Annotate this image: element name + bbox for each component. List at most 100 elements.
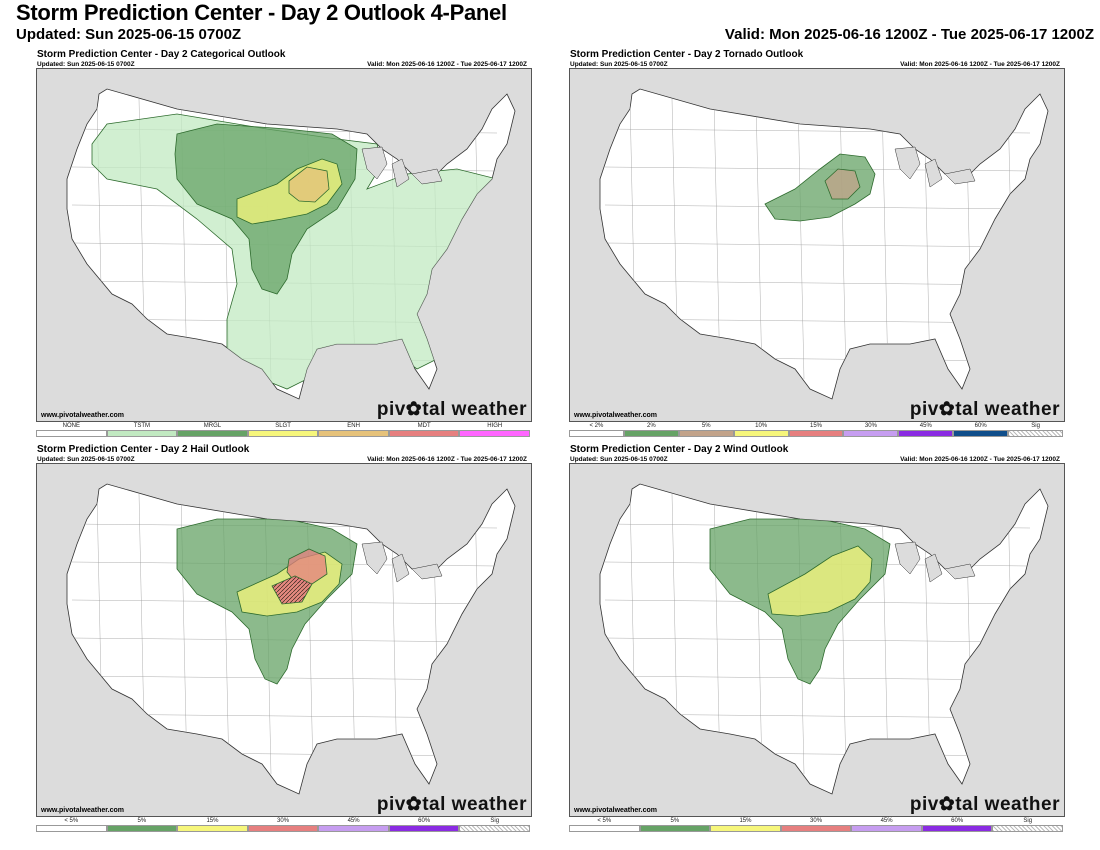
legend-label: 2% [647,423,656,429]
legend-item: 45% [851,818,922,832]
legend-label: 45% [919,423,932,429]
brand-logo: piv✿tal weather [376,794,527,815]
legend-swatch [843,430,899,437]
great-lakes [894,146,976,188]
legend-item: Sig [1008,423,1064,437]
legend-swatch [177,430,248,437]
legend-swatch [953,430,1009,437]
legend-item: MDT [388,423,460,437]
panel-valid: Valid: Mon 2025-06-16 1200Z - Tue 2025-0… [367,61,527,68]
legend-item: 15% [788,423,844,437]
map-svg [37,69,531,421]
legend-swatch [1008,430,1064,437]
legend-swatch [639,825,711,832]
legend-label: 15% [739,818,752,824]
legend-label: NONE [62,423,80,429]
site-url: www.pivotalweather.com [41,412,124,419]
outlook-map[interactable]: www.pivotalweather.com piv✿tal weather [569,68,1065,422]
legend-swatch [247,825,319,832]
legend-swatch [36,825,107,832]
legend-label: 60% [418,818,431,824]
legend-item: SLGT [247,423,319,437]
panel-categorical: Storm Prediction Center - Day 2 Categori… [33,49,533,439]
legend-label: Sig [1031,423,1040,429]
legend-swatch [898,430,954,437]
legend-item: 15% [710,818,781,832]
legend-label: 15% [206,818,219,824]
legend-swatch [247,430,319,437]
legend-item: 30% [843,423,899,437]
site-url: www.pivotalweather.com [574,412,657,419]
map-svg [37,464,531,816]
legend-label: 60% [951,818,964,824]
legend-item: 10% [733,423,789,437]
panel-updated: Updated: Sun 2025-06-15 0700Z [570,61,668,68]
legend-swatch [388,825,460,832]
legend-item: 5% [106,818,178,832]
brand-logo: piv✿tal weather [376,399,527,420]
legend-swatch [318,825,389,832]
panel-title: Storm Prediction Center - Day 2 Categori… [37,49,286,60]
panel-title: Storm Prediction Center - Day 2 Hail Out… [37,444,250,455]
legend-label: < 5% [64,818,79,824]
legend-label: SLGT [275,423,291,429]
legend-swatch [788,430,844,437]
legend-swatch [992,825,1064,832]
great-lakes [894,541,976,583]
legend-label: 30% [277,818,290,824]
legend-swatch [318,430,389,437]
legend-label: 10% [755,423,768,429]
panel-hail: Storm Prediction Center - Day 2 Hail Out… [33,444,533,834]
legend-label: 5% [670,818,680,824]
legend-swatch [569,825,640,832]
hail-sig-area [271,575,313,605]
legend-swatch [177,825,248,832]
legend-swatch [780,825,852,832]
legend-swatch [388,430,460,437]
legend-item: 15% [177,818,248,832]
panel-valid: Valid: Mon 2025-06-16 1200Z - Tue 2025-0… [900,61,1060,68]
legend-item: 60% [388,818,460,832]
panel-wind: Storm Prediction Center - Day 2 Wind Out… [566,444,1066,834]
legend-item: Sig [459,818,531,832]
legend-item: 5% [678,423,734,437]
legend-item: HIGH [459,423,531,437]
panel-valid: Valid: Mon 2025-06-16 1200Z - Tue 2025-0… [900,456,1060,463]
brand-logo: piv✿tal weather [909,399,1060,420]
map-svg [570,69,1064,421]
legend-swatch [459,430,531,437]
outlook-map[interactable]: www.pivotalweather.com piv✿tal weather [569,463,1065,817]
legend-item: NONE [36,423,107,437]
legend-swatch [36,430,107,437]
legend-item: 30% [780,818,852,832]
legend-label: 15% [810,423,823,429]
outlook-map[interactable]: www.pivotalweather.com piv✿tal weather [36,68,532,422]
legend-label: Sig [490,818,500,824]
legend-swatch [678,430,734,437]
legend-label: 60% [974,423,987,429]
legend-swatch [623,430,679,437]
legend-swatch [851,825,922,832]
panel-valid: Valid: Mon 2025-06-16 1200Z - Tue 2025-0… [367,456,527,463]
legend-item: 5% [639,818,711,832]
legend-label: HIGH [487,423,503,429]
legend-label: 5% [701,423,711,429]
legend: < 5% 5% 15% 30% 45% 60% Sig [569,818,1064,832]
legend-item: Sig [992,818,1064,832]
legend-item: 45% [318,818,389,832]
site-url: www.pivotalweather.com [574,807,657,814]
legend: NONE TSTM MRGL SLGT ENH MDT HIGH [36,423,531,437]
outlook-map[interactable]: www.pivotalweather.com piv✿tal weather [36,463,532,817]
legend-label: MRGL [203,423,222,429]
brand-logo: piv✿tal weather [909,794,1060,815]
page-valid-period: Valid: Mon 2025-06-16 1200Z - Tue 2025-0… [724,26,1094,43]
legend-swatch [710,825,781,832]
panel-updated: Updated: Sun 2025-06-15 0700Z [570,456,668,463]
legend-label: 45% [347,818,360,824]
panel-updated: Updated: Sun 2025-06-15 0700Z [37,456,135,463]
tornado-5-area [824,168,861,200]
legend-item: 60% [953,423,1009,437]
map-svg [570,464,1064,816]
legend-label: ENH [347,423,360,429]
legend-item: < 2% [569,423,624,437]
